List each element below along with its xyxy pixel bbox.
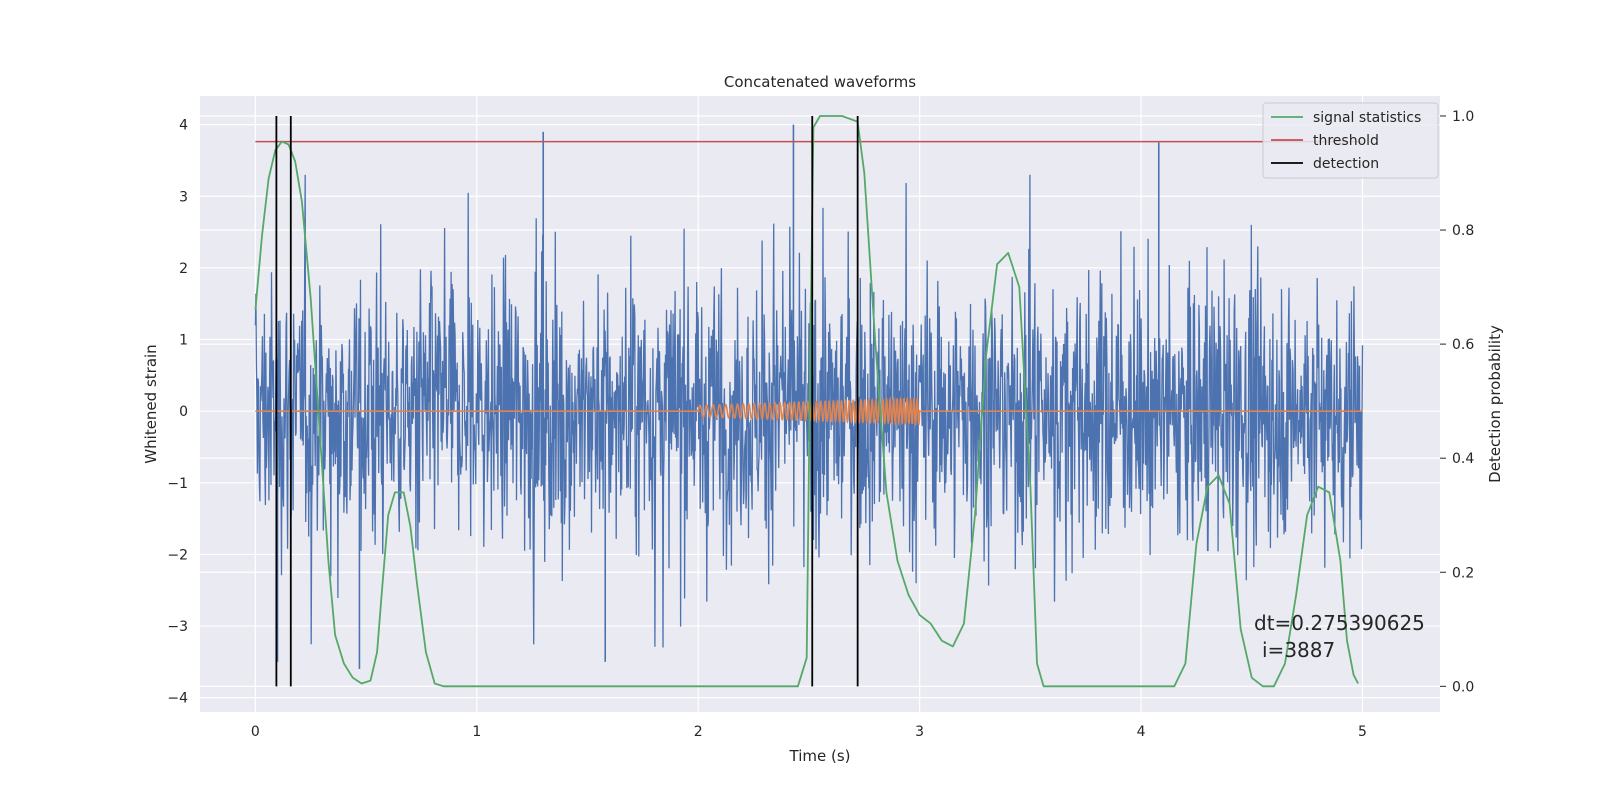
axis-ticks: 0 1 2 3 4 5 −4 −3 −2 −1 0 1 2 3 4 0.0 0.2 0.4 0.6 0.8 1.0 <box>167 109 1474 740</box>
y2-tick-label: 0.4 <box>1452 451 1474 467</box>
legend-label: detection <box>1313 156 1379 172</box>
y-tick-label: 1 <box>179 333 188 349</box>
y-tick-label: −4 <box>167 691 188 707</box>
series-layer <box>254 115 1364 688</box>
signal-statistics-line <box>254 115 1359 688</box>
y-axis-label: Whitened strain <box>142 344 160 463</box>
legend-label: signal statistics <box>1313 110 1421 126</box>
x-tick-label: 4 <box>1137 724 1146 740</box>
y-tick-label: 4 <box>179 118 188 134</box>
y2-axis-label: Detection probability <box>1486 325 1504 483</box>
x-tick-label: 2 <box>694 724 703 740</box>
y-tick-label: 2 <box>179 261 188 277</box>
legend-label: threshold <box>1313 133 1379 149</box>
y2-tick-label: 0.8 <box>1452 223 1474 239</box>
y2-tick-label: 0.2 <box>1452 565 1474 581</box>
index-annotation: i=3887 <box>1262 638 1335 662</box>
strain-line <box>254 174 1364 648</box>
y2-tick-label: 0.0 <box>1452 679 1474 695</box>
y-tick-label: −3 <box>167 619 188 635</box>
x-tick-label: 1 <box>472 724 481 740</box>
grid-lines <box>200 96 1440 712</box>
chart-title: Concatenated waveforms <box>724 73 916 91</box>
x-axis-label: Time (s) <box>789 747 851 765</box>
legend-box <box>1262 102 1439 179</box>
dt-annotation: dt=0.275390625 <box>1254 611 1425 635</box>
y-tick-label: −2 <box>167 547 188 563</box>
y-tick-label: 3 <box>179 189 188 205</box>
x-tick-label: 0 <box>251 724 260 740</box>
x-tick-label: 3 <box>915 724 924 740</box>
y-tick-label: −1 <box>167 476 188 492</box>
legend: signal statistics threshold detection <box>1262 102 1439 179</box>
y2-tick-label: 1.0 <box>1452 109 1474 125</box>
x-tick-label: 5 <box>1358 724 1367 740</box>
y-tick-label: 0 <box>179 404 188 420</box>
y2-tick-label: 0.6 <box>1452 337 1474 353</box>
